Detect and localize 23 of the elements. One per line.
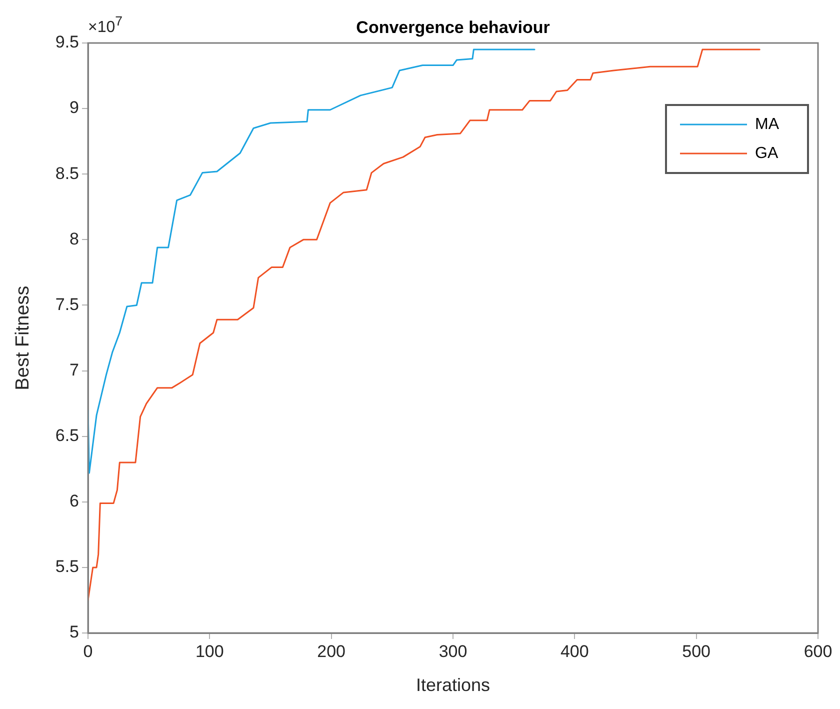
x-tick-label: 300 xyxy=(438,642,468,661)
y-tick-label: 5.5 xyxy=(55,557,79,576)
y-tick-label: 9 xyxy=(70,98,79,118)
y-axis-title: Best Fitness xyxy=(12,286,34,390)
x-tick-label: 200 xyxy=(317,642,346,661)
x-tick-label: 100 xyxy=(195,642,224,661)
chart-title: Convergence behaviour xyxy=(356,18,550,38)
y-tick-label: 6 xyxy=(70,492,79,511)
x-tick-label: 400 xyxy=(560,642,589,661)
legend-label: GA xyxy=(755,144,778,162)
text: ×10$^{7}$ xyxy=(88,14,123,36)
y-tick-label: 5 xyxy=(70,622,79,642)
legend-label: MA xyxy=(755,116,780,133)
x-tick-label: 0 xyxy=(83,642,93,661)
y-tick-label: 8.5 xyxy=(55,164,79,183)
y-tick-label: 9.5 xyxy=(55,32,79,52)
y-tick-label: 7 xyxy=(70,360,79,380)
x-tick-label: 600 xyxy=(804,642,832,661)
x-axis-title: Iterations xyxy=(416,675,490,696)
y-tick-label: 6.5 xyxy=(55,426,79,446)
x-tick-label: 500 xyxy=(682,642,711,661)
y-tick-label: 7.5 xyxy=(55,294,79,314)
y-tick-label: 8 xyxy=(70,229,79,248)
